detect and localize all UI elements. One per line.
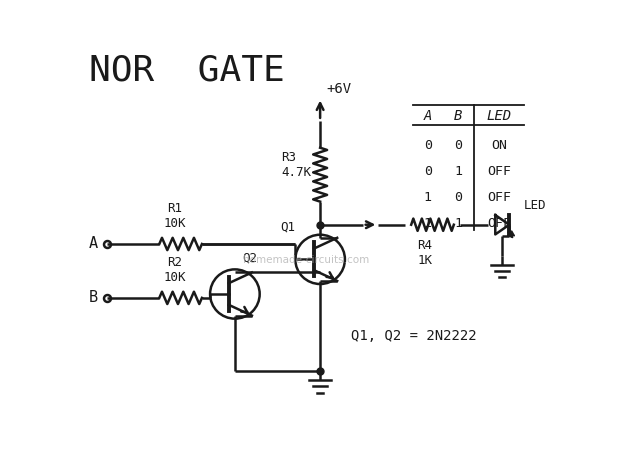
Text: Q1, Q2 = 2N2222: Q1, Q2 = 2N2222 <box>351 329 477 343</box>
Text: R4
1K: R4 1K <box>417 239 432 266</box>
Text: ON: ON <box>491 138 507 152</box>
Text: R1
10K: R1 10K <box>163 202 186 230</box>
Text: Q1: Q1 <box>280 220 295 233</box>
Text: OFF: OFF <box>487 217 511 230</box>
Text: 1: 1 <box>424 191 432 204</box>
Text: R2
10K: R2 10K <box>163 256 186 284</box>
Text: 0: 0 <box>454 138 462 152</box>
Text: 0: 0 <box>424 165 432 177</box>
Text: +6V: +6V <box>327 82 351 96</box>
Text: B: B <box>454 109 462 123</box>
Text: B: B <box>88 290 98 305</box>
Text: OFF: OFF <box>487 165 511 177</box>
Text: LED: LED <box>524 199 546 213</box>
Text: 1: 1 <box>424 217 432 230</box>
Text: A: A <box>88 236 98 251</box>
Text: Q2: Q2 <box>243 252 258 265</box>
Text: 1: 1 <box>454 165 462 177</box>
Text: R3
4.7K: R3 4.7K <box>281 151 311 179</box>
Text: 0: 0 <box>454 191 462 204</box>
Text: LED: LED <box>486 109 511 123</box>
Text: NOR  GATE: NOR GATE <box>89 53 285 88</box>
Text: 0: 0 <box>424 138 432 152</box>
Text: A: A <box>424 109 432 123</box>
Text: OFF: OFF <box>487 191 511 204</box>
Text: homemade-circuits.com: homemade-circuits.com <box>243 255 369 265</box>
Text: 1: 1 <box>454 217 462 230</box>
